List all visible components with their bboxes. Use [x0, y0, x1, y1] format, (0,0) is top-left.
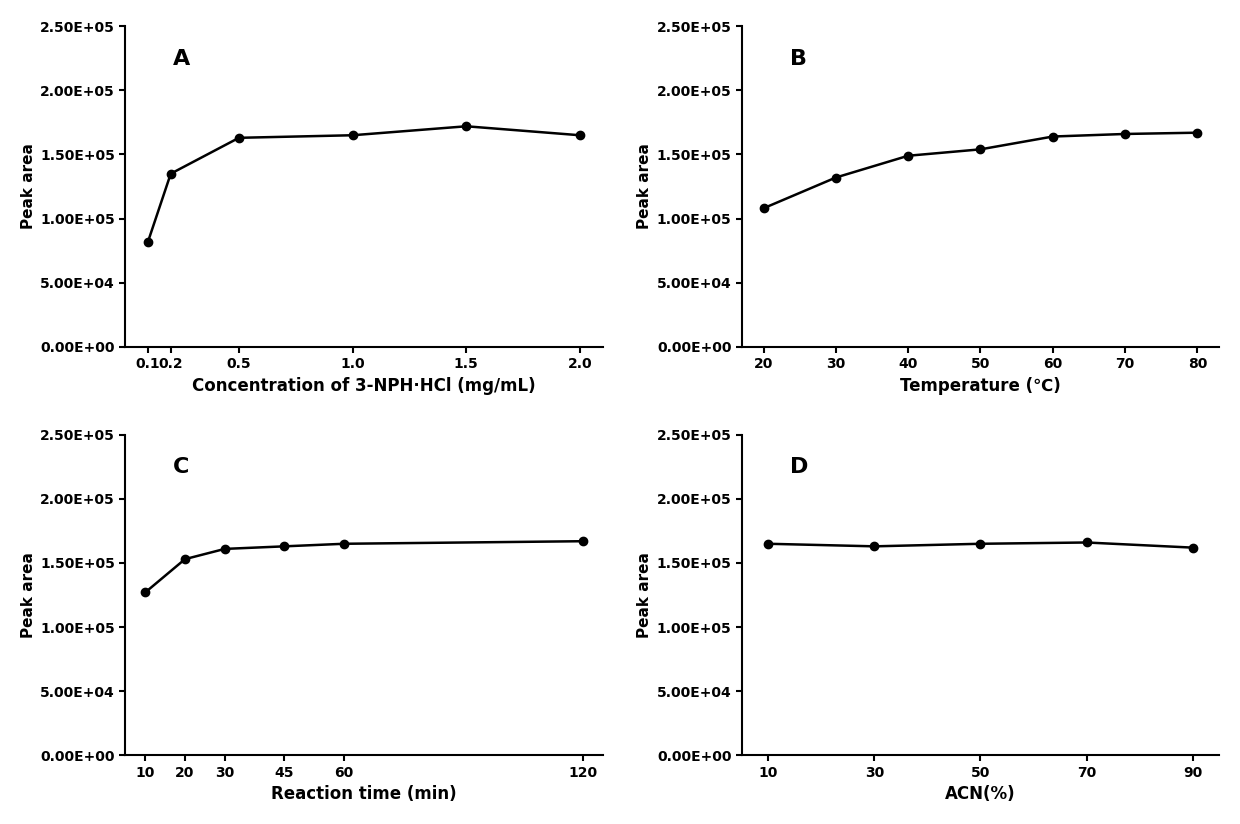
Y-axis label: Peak area: Peak area: [21, 143, 36, 229]
Y-axis label: Peak area: Peak area: [637, 143, 652, 229]
Text: A: A: [174, 49, 190, 68]
X-axis label: ACN(%): ACN(%): [945, 785, 1016, 803]
Text: C: C: [174, 457, 190, 477]
X-axis label: Temperature (℃): Temperature (℃): [900, 377, 1061, 395]
Text: B: B: [790, 49, 806, 68]
Y-axis label: Peak area: Peak area: [637, 552, 652, 638]
X-axis label: Concentration of 3-NPH·HCl (mg/mL): Concentration of 3-NPH·HCl (mg/mL): [192, 377, 536, 395]
Y-axis label: Peak area: Peak area: [21, 552, 36, 638]
X-axis label: Reaction time (min): Reaction time (min): [272, 785, 456, 803]
Text: D: D: [790, 457, 808, 477]
